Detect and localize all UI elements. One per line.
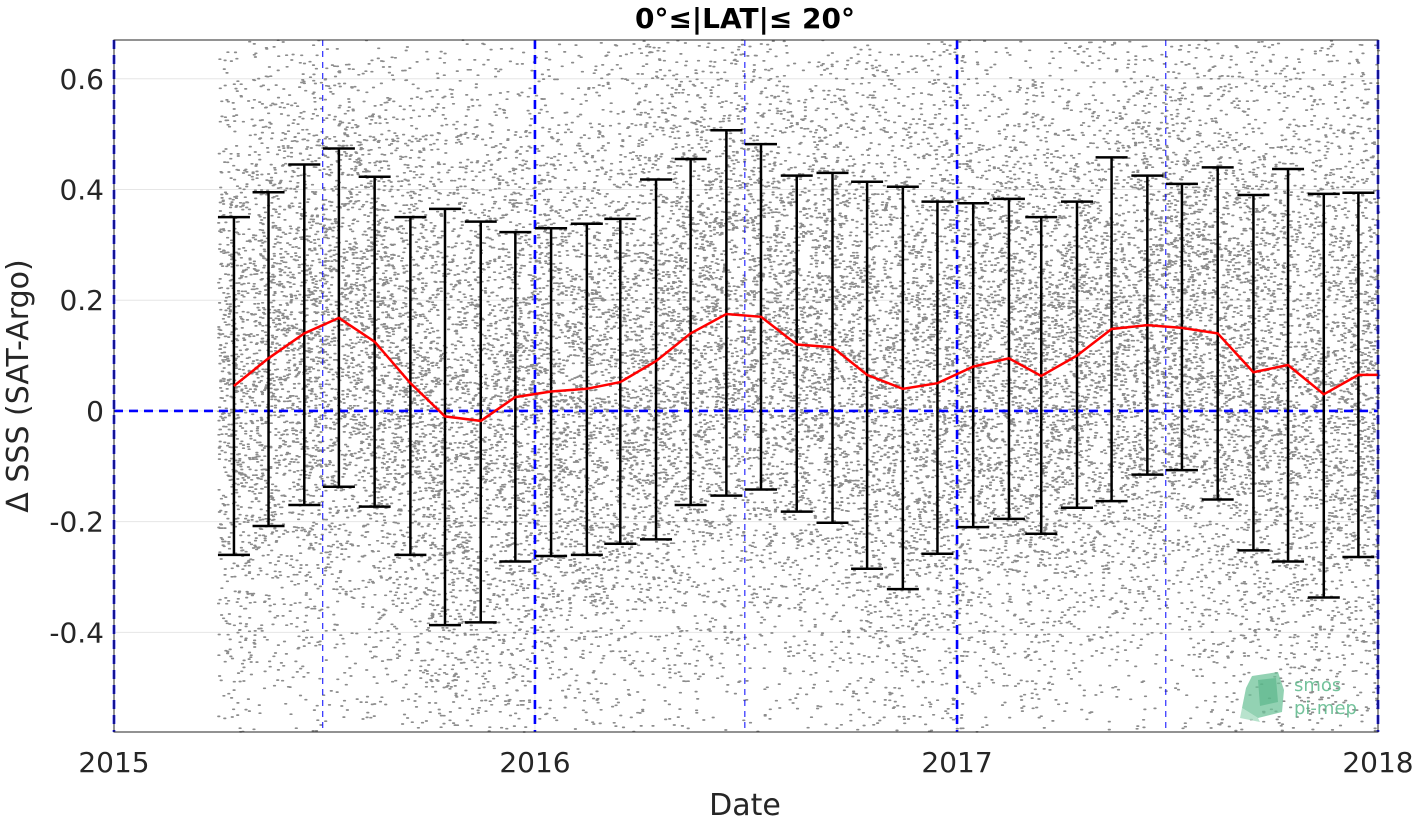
y-tick-label: -0.2 <box>49 506 104 539</box>
axes-box <box>113 39 1379 733</box>
logo-text-line2: pi-mep <box>1294 698 1357 719</box>
x-tick-label: 2018 <box>1342 746 1413 779</box>
x-tick-labels: 2015 2016 2017 2018 <box>78 746 1413 779</box>
y-tick-label: 0.2 <box>59 284 104 317</box>
y-tick-label: 0.4 <box>59 173 104 206</box>
logo-text-line1: smos <box>1294 675 1341 696</box>
chart-title: 0°≤|LAT|≤ 20° <box>635 2 855 35</box>
y-tick-label: 0 <box>86 395 104 428</box>
x-tick-label: 2015 <box>78 746 149 779</box>
y-axis-label: Δ SSS (SAT-Argo) <box>1 259 36 512</box>
x-axis-label: Date <box>709 788 781 818</box>
smos-pimep-logo: smos pi-mep <box>1240 672 1357 722</box>
mean-line <box>233 312 1378 423</box>
plot-border <box>113 39 1379 733</box>
y-tick-labels: -0.4 -0.2 0 0.2 0.4 0.6 <box>49 63 104 650</box>
x-tick-label: 2017 <box>921 746 992 779</box>
logo-mark-icon <box>1240 672 1284 722</box>
scatter-points <box>216 39 1381 733</box>
monthly-mean-line <box>233 312 1378 423</box>
y-tick-label: 0.6 <box>59 63 104 96</box>
scatter-cloud <box>216 39 1381 733</box>
x-tick-label: 2016 <box>499 746 570 779</box>
y-tick-label: -0.4 <box>49 616 104 649</box>
